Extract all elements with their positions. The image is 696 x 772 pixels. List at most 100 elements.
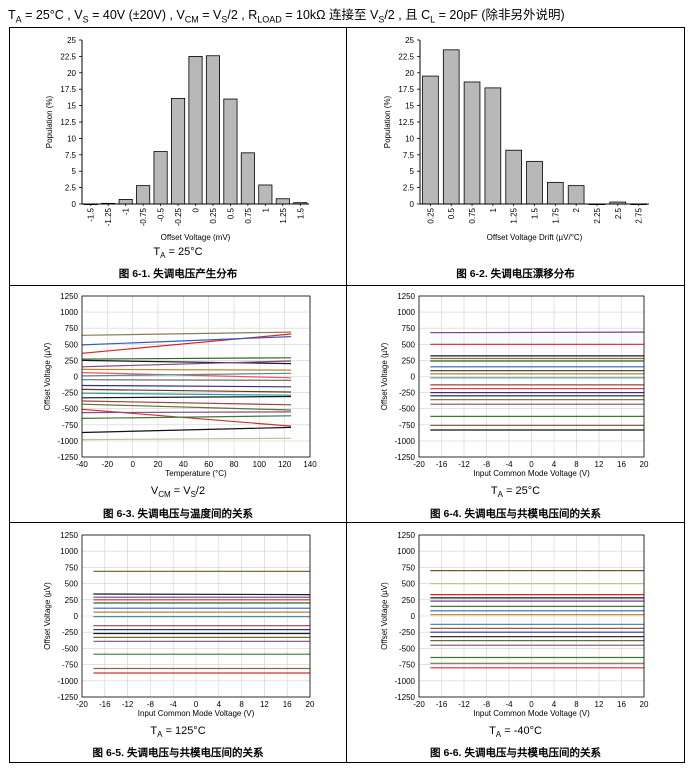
figure-6-3-chart: -1250-1000-750-500-250025050075010001250…: [43, 292, 317, 478]
y-tick-label: -1250: [395, 453, 416, 462]
x-tick-label: 0.5: [447, 207, 456, 219]
cl-sub: L: [430, 14, 436, 25]
x-tick-label: -16: [436, 700, 448, 709]
histogram-bar: [547, 181, 564, 205]
y-tick-label: -750: [399, 661, 416, 670]
x-tick-label: 20: [154, 460, 163, 469]
x-tick-label: 2.25: [593, 207, 602, 223]
y-tick-label: -250: [399, 389, 416, 398]
vcm-label: V: [176, 8, 185, 22]
x-tick-label: 0: [130, 460, 135, 469]
y-tick-label: -250: [62, 628, 79, 637]
y-tick-label: 20: [405, 69, 414, 78]
x-tick-label: -12: [458, 700, 470, 709]
x-tick-label: 4: [552, 460, 557, 469]
x-tick-label: 2.5: [614, 207, 623, 219]
subcaption-main: V: [150, 485, 159, 497]
x-tick-label: 0: [194, 700, 199, 709]
x-tick-label: 1.25: [510, 207, 519, 223]
x-tick-label: -1.25: [104, 207, 113, 226]
y-tick-label: -750: [62, 661, 79, 670]
y-tick-label: 0: [411, 612, 416, 621]
y-axis-label: Population (%): [383, 95, 392, 148]
histogram-bar: [463, 81, 481, 205]
x-tick-label: 0.5: [226, 207, 235, 219]
plot-frame: [418, 534, 645, 698]
x-tick-label: -20: [76, 700, 88, 709]
x-tick-label: -16: [99, 700, 111, 709]
series-line-unit-16: [81, 403, 292, 411]
x-tick-label: 12: [595, 460, 604, 469]
y-tick-label: 12.5: [398, 118, 414, 127]
series-line-unit-21: [81, 437, 292, 441]
vcm-sub: CM: [184, 14, 199, 25]
x-tick-label: -1: [122, 207, 131, 215]
y-tick-label: 250: [65, 596, 79, 605]
histogram-bar: [188, 55, 203, 205]
figure-6-4-chart: -1250 -1000 -750 -500 -250 0 250 500 750 1000 1250…: [380, 292, 649, 478]
x-tick-label: -20: [413, 460, 425, 469]
x-tick-label: -16: [436, 460, 448, 469]
vcm-ref-sub: S: [221, 14, 228, 25]
y-tick-label: 7.5: [65, 151, 77, 160]
x-tick-label: -4: [505, 700, 513, 709]
x-tick-label: 60: [204, 460, 213, 469]
series-line-unit-3: [81, 336, 292, 346]
subcaption-tail: = V: [170, 485, 191, 497]
y-tick-label: 2.5: [403, 184, 415, 193]
y-tick-label: -1250: [58, 453, 79, 462]
series-line-unit-6: [81, 360, 292, 368]
series-line-unit-4: [81, 357, 292, 360]
y-tick-label: 25: [67, 36, 76, 45]
subcaption-sub: CM: [158, 490, 171, 500]
figure-6-4-panel: -1250 -1000 -750 -500 -250 0 250 500 750 1000 1250…: [346, 285, 685, 523]
x-tick-label: -4: [505, 460, 513, 469]
x-tick-label: 140: [303, 460, 317, 469]
figure-6-6-caption: 图 6-6. 失调电压与共模电压间的关系: [430, 747, 601, 759]
y-tick-label: 1000: [397, 308, 415, 317]
rload-ref-sub: S: [378, 14, 385, 25]
x-tick-label: 8: [239, 700, 244, 709]
plot-frame: [418, 295, 645, 458]
subcaption-sub: A: [497, 490, 503, 500]
figure-6-1-caption: 图 6-1. 失调电压产生分布: [118, 268, 238, 280]
x-axis-label: Input Common Mode Voltage (V): [473, 709, 590, 718]
y-tick-label: -1250: [395, 693, 416, 702]
figure-6-3-caption: 图 6-3. 失调电压与温度间的关系: [103, 508, 253, 520]
figure-6-6-panel: -1250 -1000 -750 -500 -250 0 250 500 750 1000 1250…: [346, 522, 685, 763]
x-tick-label: 1.25: [279, 207, 288, 223]
subcaption-tail: = 125°C: [162, 725, 206, 737]
subcaption-sub2: S: [190, 490, 196, 500]
y-tick-label: 1250: [397, 292, 415, 301]
y-tick-label: 15: [405, 102, 414, 111]
y-tick-label: 500: [402, 340, 416, 349]
y-tick-label: 750: [402, 324, 416, 333]
x-tick-label: 2: [572, 207, 581, 212]
series-line-unit-15: [81, 400, 292, 406]
figure-6-1-subcaption: TA = 25°C: [10, 246, 346, 260]
x-tick-label: 0.25: [209, 207, 218, 223]
ta-label: T: [8, 8, 16, 22]
subcaption-tail: = 25°C: [502, 485, 541, 497]
y-tick-label: 500: [65, 340, 79, 349]
series-line-unit-20: [81, 426, 292, 434]
y-tick-label: -1000: [58, 437, 79, 446]
x-tick-label: -8: [483, 700, 491, 709]
series-line-unit-19: [81, 415, 292, 419]
series-line-unit-7: [81, 368, 292, 371]
y-tick-label: -1000: [58, 677, 79, 686]
vs-sub: S: [82, 14, 89, 25]
y-tick-label: 750: [65, 324, 79, 333]
x-tick-label: 1.5: [531, 207, 540, 219]
y-tick-label: 250: [402, 356, 416, 365]
histogram-bar: [118, 199, 133, 205]
y-tick-label: -250: [399, 628, 416, 637]
y-tick-label: -250: [62, 389, 79, 398]
y-axis-label: Offset Voltage (µV): [380, 582, 389, 650]
cl-value: = 20pF (除非另外说明): [435, 8, 565, 22]
x-tick-label: 20: [640, 460, 649, 469]
y-tick-label: 250: [65, 356, 79, 365]
x-axis-label: Offset Voltage (mV): [161, 233, 231, 242]
histogram-bar: [505, 149, 522, 205]
subcaption-main: T: [153, 246, 161, 258]
